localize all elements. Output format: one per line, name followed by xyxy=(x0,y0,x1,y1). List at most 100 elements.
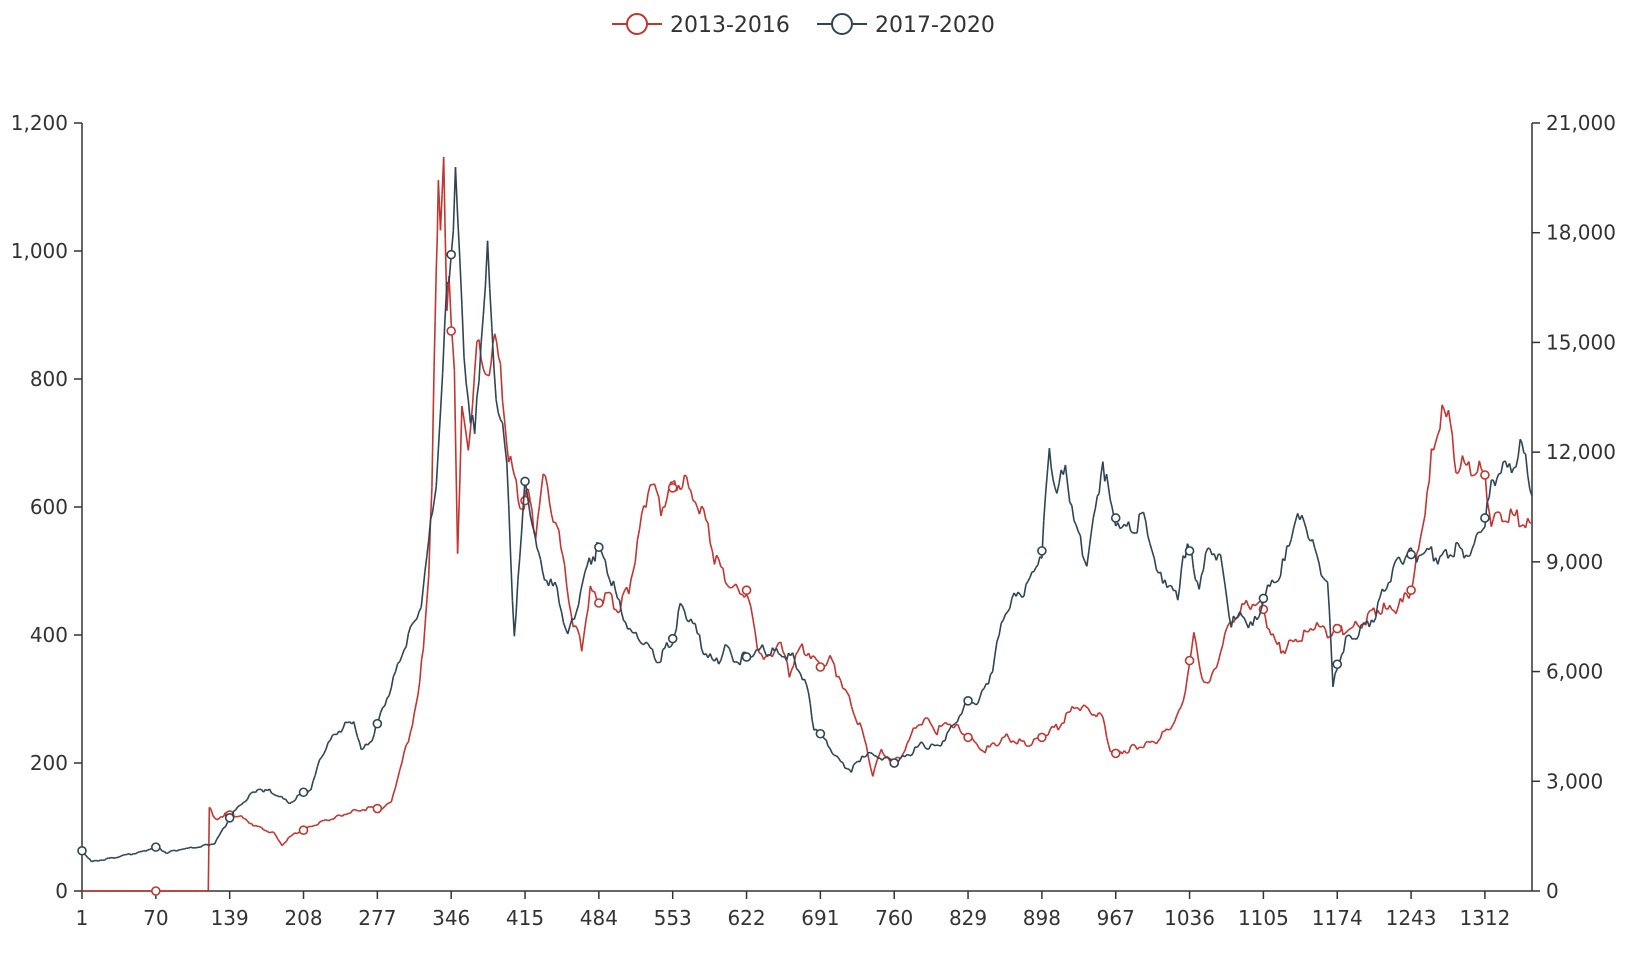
series-line-2013-2016 xyxy=(1424,491,1428,516)
series-line-2013-2016 xyxy=(1518,525,1522,528)
series-line-2017-2020 xyxy=(577,590,582,606)
series-line-2013-2016 xyxy=(1490,519,1494,527)
series-point-2017-2020[interactable] xyxy=(520,476,530,487)
series-point-2017-2020[interactable] xyxy=(1406,549,1416,560)
series-line-2013-2016 xyxy=(515,479,519,500)
series-line-2013-2016 xyxy=(1199,670,1203,679)
series-point-2017-2020[interactable] xyxy=(889,758,900,768)
series-line-2017-2020 xyxy=(722,644,726,654)
series-line-2013-2016 xyxy=(1354,620,1359,626)
series-line-2013-2016 xyxy=(1033,737,1037,740)
series-point-2013-2016[interactable] xyxy=(1110,748,1121,759)
series-point-2017-2020[interactable] xyxy=(446,249,456,260)
series-line-2017-2020 xyxy=(651,648,656,659)
series-line-2013-2016 xyxy=(1207,680,1211,684)
series-point-2013-2016[interactable] xyxy=(667,482,678,493)
series-point-2013-2016[interactable] xyxy=(741,585,752,596)
series-line-2013-2016 xyxy=(1439,404,1443,429)
series-point-2017-2020[interactable] xyxy=(594,542,604,553)
series-point-2013-2016[interactable] xyxy=(151,886,161,896)
series-line-2013-2016 xyxy=(640,505,645,515)
series-line-2017-2020 xyxy=(1178,569,1183,589)
series-line-2013-2016 xyxy=(548,503,553,515)
series-point-2017-2020[interactable] xyxy=(1332,659,1343,670)
series-line-2017-2020 xyxy=(1071,505,1075,521)
series-line-2017-2020 xyxy=(478,342,482,382)
series-point-2017-2020[interactable] xyxy=(1110,513,1121,523)
series-line-2017-2020 xyxy=(944,732,948,742)
series-line-2017-2020 xyxy=(1402,558,1406,565)
y-right-tick-label: 9,000 xyxy=(1546,550,1603,574)
legend-item-2017-2020[interactable]: 2017-2020 xyxy=(817,13,995,38)
series-line-2013-2016 xyxy=(953,724,957,729)
series-line-2017-2020 xyxy=(549,578,554,587)
series-line-2017-2020 xyxy=(811,719,815,731)
series-line-2013-2016 xyxy=(392,786,397,795)
series-line-2017-2020 xyxy=(569,618,573,626)
series-line-2017-2020 xyxy=(365,743,369,746)
series-point-2013-2016[interactable] xyxy=(815,662,826,672)
series-point-2017-2020[interactable] xyxy=(667,633,678,644)
series-line-2017-2020 xyxy=(405,633,410,647)
series-line-2017-2020 xyxy=(1200,569,1205,576)
series-line-2017-2020 xyxy=(208,843,212,847)
series-point-2017-2020[interactable] xyxy=(151,842,161,852)
series-point-2013-2016[interactable] xyxy=(372,803,383,814)
series-point-2013-2016[interactable] xyxy=(594,598,604,608)
series-point-2017-2020[interactable] xyxy=(372,718,383,729)
series-line-2013-2016 xyxy=(1286,640,1290,648)
series-line-2013-2016 xyxy=(208,807,211,849)
series-point-2013-2016[interactable] xyxy=(1037,732,1047,743)
series-point-2017-2020[interactable] xyxy=(77,845,87,856)
series-line-2017-2020 xyxy=(248,792,253,796)
series-point-2013-2016[interactable] xyxy=(1332,623,1343,634)
series-point-2013-2016[interactable] xyxy=(963,732,973,743)
series-point-2017-2020[interactable] xyxy=(963,696,973,706)
series-line-2017-2020 xyxy=(956,715,961,722)
series-point-2013-2016[interactable] xyxy=(1184,655,1195,666)
series-line-2017-2020 xyxy=(495,399,500,413)
series-line-2017-2020 xyxy=(606,573,611,580)
series-point-2013-2016[interactable] xyxy=(1480,470,1490,480)
series-line-2013-2016 xyxy=(401,751,405,763)
series-line-2013-2016 xyxy=(529,500,533,511)
series-line-2013-2016 xyxy=(1213,667,1217,670)
series-point-2017-2020[interactable] xyxy=(1258,593,1269,604)
y-right-tick-label: 0 xyxy=(1546,879,1559,903)
series-point-2017-2020[interactable] xyxy=(1037,546,1047,556)
series-line-2017-2020 xyxy=(336,730,340,736)
series-point-2017-2020[interactable] xyxy=(1480,513,1490,523)
series-line-2017-2020 xyxy=(1194,579,1198,583)
series-line-2017-2020 xyxy=(126,852,130,856)
series-line-2017-2020 xyxy=(791,652,796,660)
series-line-2017-2020 xyxy=(1105,473,1110,488)
series-point-2017-2020[interactable] xyxy=(741,652,752,662)
series-line-2017-2020 xyxy=(861,755,865,758)
series-line-2017-2020 xyxy=(287,801,291,805)
series-line-2013-2016 xyxy=(1226,622,1230,628)
series-line-2017-2020 xyxy=(473,397,478,434)
series-line-2017-2020 xyxy=(840,760,844,764)
series-line-2013-2016 xyxy=(1065,711,1069,714)
series-line-2013-2016 xyxy=(951,726,955,729)
series-line-2017-2020 xyxy=(948,725,952,731)
series-point-2017-2020[interactable] xyxy=(1184,546,1195,556)
series-line-2017-2020 xyxy=(412,620,416,624)
series-line-2017-2020 xyxy=(1515,456,1519,468)
x-tick-label: 277 xyxy=(358,906,396,930)
series-point-2013-2016[interactable] xyxy=(298,825,309,836)
x-tick-label: 415 xyxy=(506,906,544,930)
series-point-2013-2016[interactable] xyxy=(446,326,456,336)
series-line-2017-2020 xyxy=(369,740,373,744)
legend[interactable]: 2013-2016 2017-2020 xyxy=(612,13,995,38)
series-line-2017-2020 xyxy=(244,798,249,802)
series-line-2017-2020 xyxy=(1269,579,1273,587)
series-point-2013-2016[interactable] xyxy=(1406,585,1416,596)
series-point-2017-2020[interactable] xyxy=(224,813,235,823)
series-point-2017-2020[interactable] xyxy=(298,787,309,798)
series-line-2017-2020 xyxy=(1025,580,1029,585)
legend-item-2013-2016[interactable]: 2013-2016 xyxy=(612,13,790,38)
series-point-2017-2020[interactable] xyxy=(815,728,826,739)
series-line-2017-2020 xyxy=(1177,588,1181,601)
series-line-2013-2016 xyxy=(1412,569,1416,583)
